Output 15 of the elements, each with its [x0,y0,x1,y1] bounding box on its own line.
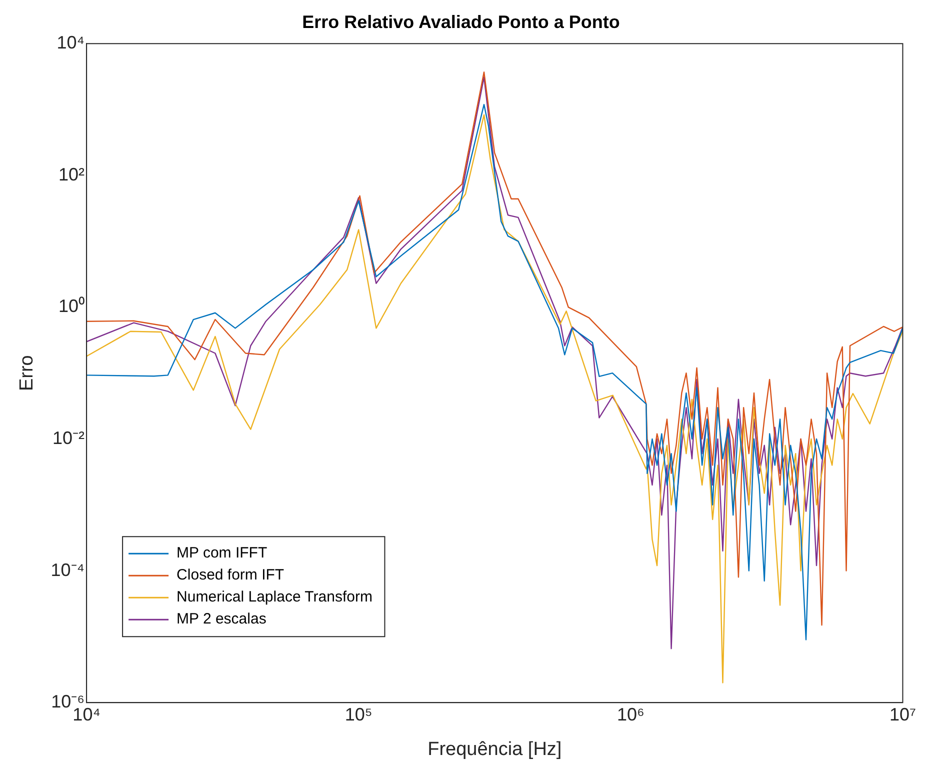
legend-label: MP 2 escalas [176,610,266,628]
x-tick-label: 10⁵ [344,704,372,724]
legend-label: MP com IFFT [176,544,268,562]
y-tick-label: 10⁻² [52,428,85,448]
y-tick-label: 10⁰ [58,296,85,316]
x-tick-label: 10⁶ [616,704,644,724]
legend-label: Numerical Laplace Transform [176,588,372,606]
x-axis-title: Frequência [Hz] [428,738,562,760]
x-tick-label: 10⁷ [889,704,916,724]
y-tick-label: 10⁴ [56,32,85,53]
y-tick-label: 10² [58,164,85,184]
chart-title: Erro Relativo Avaliado Ponto a Ponto [302,12,620,32]
legend-label: Closed form IFT [176,566,284,584]
y-axis-title: Erro [16,355,38,392]
y-tick-label: 10⁻⁴ [50,560,85,580]
